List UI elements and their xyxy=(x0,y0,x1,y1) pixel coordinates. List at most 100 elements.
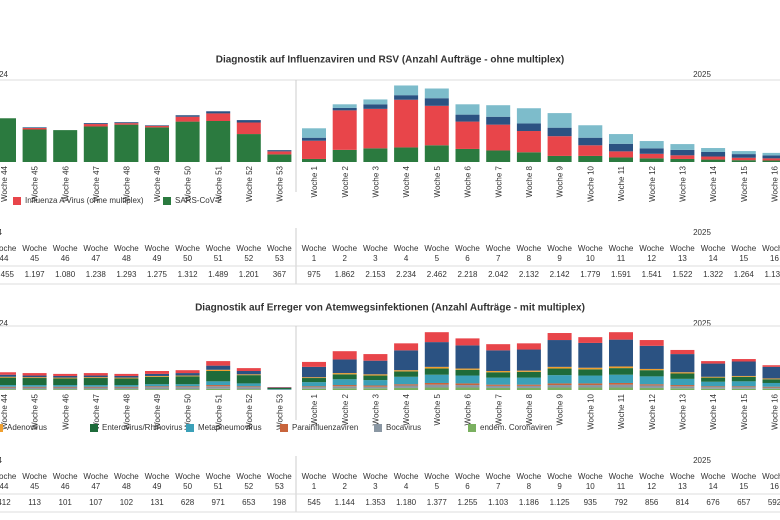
table-value: 2.234 xyxy=(396,270,417,279)
bar-segment xyxy=(145,376,169,385)
legend-label: Metapneumovirus xyxy=(198,423,262,432)
table-value: 102 xyxy=(119,498,134,507)
bar-segment xyxy=(547,340,572,367)
table-header: Woche 49 xyxy=(144,244,170,263)
table-header: Woche 12 xyxy=(639,472,665,491)
table-value: 2.042 xyxy=(488,270,509,279)
table-value: 1.264 xyxy=(733,270,754,279)
bar-segment xyxy=(53,378,78,386)
x-tick-label: Woche 3 xyxy=(372,165,381,197)
bar-segment xyxy=(547,383,572,386)
x-tick-label: Woche 49 xyxy=(153,165,162,201)
x-tick-label: Woche 49 xyxy=(153,393,162,429)
bar-segment xyxy=(670,158,695,162)
bar-segment xyxy=(302,137,326,141)
bar-segment xyxy=(206,113,231,121)
bar-segment xyxy=(175,373,200,376)
bar-segment xyxy=(53,389,78,390)
legend-label: Influenza A Virus (ohne multiplex) xyxy=(25,196,144,205)
bar-segment xyxy=(332,374,357,380)
table-header: Woche 6 xyxy=(455,244,480,263)
bar-segment xyxy=(22,127,47,130)
table-value: 1.103 xyxy=(488,498,509,507)
legend-swatch xyxy=(163,197,171,205)
table-value: 198 xyxy=(272,498,287,507)
bar-segment xyxy=(22,375,47,378)
x-tick-label: Woche 13 xyxy=(679,165,688,201)
bar-segment xyxy=(145,386,169,388)
x-tick-label: Woche 6 xyxy=(464,393,473,425)
bar-segment xyxy=(175,375,200,377)
table-value: 628 xyxy=(180,498,195,507)
bar-segment xyxy=(83,126,108,162)
bar-segment xyxy=(145,384,169,387)
bar-segment xyxy=(175,115,200,117)
bar-segment xyxy=(114,378,139,386)
bar-segment xyxy=(83,124,108,127)
year-label: 2024 xyxy=(0,456,8,466)
bar-segment xyxy=(394,85,419,96)
table-value: 1.541 xyxy=(641,270,662,279)
table-value: 1.125 xyxy=(549,498,570,507)
bar-segment xyxy=(609,387,633,390)
bar-segment xyxy=(762,365,780,367)
bar-segment xyxy=(394,370,419,372)
year-label: 2024 xyxy=(0,70,9,79)
bar-segment xyxy=(236,122,261,135)
bar-segment xyxy=(424,105,449,146)
bar-segment xyxy=(516,370,541,372)
bar-segment xyxy=(486,377,511,385)
bar-segment xyxy=(145,389,169,390)
bar-segment xyxy=(175,384,200,387)
bar-segment xyxy=(53,385,78,387)
bar-segment xyxy=(206,365,231,370)
bar-segment xyxy=(424,368,449,375)
table-value: 545 xyxy=(307,498,321,507)
bar-segment xyxy=(236,389,261,390)
table-header: Woche 9 xyxy=(547,244,572,263)
table-value: 1.134 xyxy=(764,270,780,279)
table-header: Woche 51 xyxy=(205,472,231,491)
table-header: Woche 48 xyxy=(114,472,139,491)
x-tick-label: Woche 10 xyxy=(586,165,595,201)
bar-segment xyxy=(424,332,449,343)
bar-segment xyxy=(424,145,449,162)
bar-segment xyxy=(236,386,261,388)
table-value: 1.186 xyxy=(518,498,539,507)
bar-segment xyxy=(547,375,572,384)
bar-segment xyxy=(175,389,200,390)
bar-segment xyxy=(670,388,695,390)
x-tick-label: Woche 3 xyxy=(372,393,381,425)
table-header: Woche 13 xyxy=(670,244,695,263)
bar-segment xyxy=(114,123,139,125)
bar-segment xyxy=(424,374,449,383)
x-tick-label: Woche 4 xyxy=(402,393,411,425)
table-header: Woche 2 xyxy=(332,244,358,263)
bar-segment xyxy=(670,349,695,355)
legend-swatch xyxy=(0,424,3,432)
bar-segment xyxy=(516,371,541,378)
table-value: 1.201 xyxy=(238,270,259,279)
bar-segment xyxy=(394,95,419,100)
x-tick-label: Woche 45 xyxy=(31,165,40,201)
bar-segment xyxy=(762,382,780,387)
legend-label: SARS-CoV-2 xyxy=(175,196,222,205)
x-tick-label: Woche 46 xyxy=(61,165,70,201)
x-tick-label: Woche 50 xyxy=(184,393,193,429)
table-header: Woche 45 xyxy=(22,244,47,263)
bar-segment xyxy=(302,361,326,367)
table-header: Woche 48 xyxy=(114,244,139,263)
bar-segment xyxy=(53,373,78,376)
bar-segment xyxy=(394,343,419,351)
bar-segment xyxy=(363,385,388,387)
bar-segment xyxy=(639,148,664,154)
bar-segment xyxy=(639,376,664,385)
bar-segment xyxy=(639,345,664,369)
bar-segment xyxy=(302,387,326,389)
table-value: 1.312 xyxy=(177,270,198,279)
bar-segment xyxy=(83,375,108,378)
bar-segment xyxy=(114,124,139,162)
bar-segment xyxy=(701,387,726,389)
x-tick-label: Woche 9 xyxy=(556,393,565,425)
